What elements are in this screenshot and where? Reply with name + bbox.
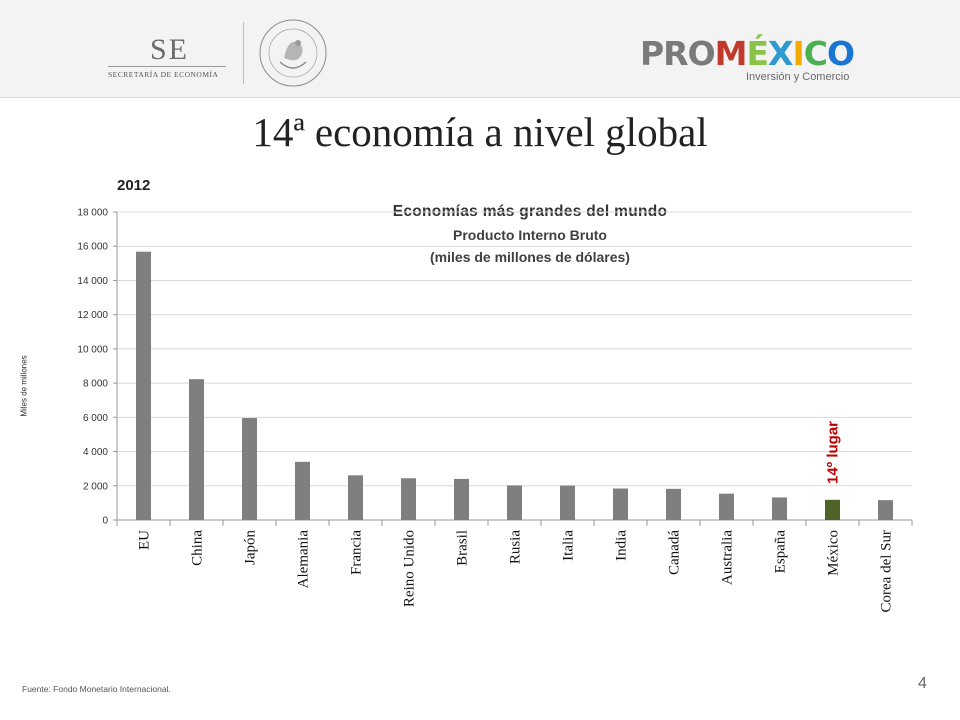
promexico-letter: X bbox=[768, 34, 793, 73]
annotation-label: 14º lugar bbox=[825, 421, 842, 484]
promexico-letter: I bbox=[792, 34, 805, 73]
y-tick-label: 4 000 bbox=[83, 447, 108, 458]
x-tick-label: Rusia bbox=[508, 530, 524, 565]
source-note: Fuente: Fondo Monetario Internacional. bbox=[22, 684, 171, 694]
y-tick-label: 8 000 bbox=[83, 379, 108, 390]
x-tick-label: Brasil bbox=[455, 530, 471, 566]
y-tick-label: 6 000 bbox=[83, 413, 108, 424]
header-band: SE SECRETARÍA DE ECONOMÍA PROMÉXICO Inve… bbox=[0, 0, 960, 98]
x-tick-label: India bbox=[614, 530, 630, 561]
bar bbox=[560, 485, 575, 520]
x-tick-label: Italia bbox=[561, 530, 577, 561]
chart-subtitle-2: (miles de millones de dólares) bbox=[430, 249, 630, 265]
se-logo-text: SE bbox=[150, 33, 190, 66]
bar bbox=[666, 488, 681, 520]
y-tick-label: 14 000 bbox=[77, 276, 108, 287]
bar bbox=[878, 500, 893, 520]
page-number: 4 bbox=[918, 675, 927, 692]
bar bbox=[772, 497, 787, 520]
se-logo-rule bbox=[108, 66, 226, 67]
y-tick-label: 0 bbox=[102, 516, 108, 527]
bar bbox=[242, 418, 257, 520]
chart-subtitle-1: Producto Interno Bruto bbox=[453, 227, 607, 243]
promexico-tagline: Inversión y Comercio bbox=[746, 71, 850, 83]
page-title: 14ª economía a nivel global bbox=[252, 109, 708, 155]
x-tick-label: México bbox=[826, 530, 842, 576]
x-tick-label: China bbox=[190, 530, 206, 566]
promexico-letter: C bbox=[803, 34, 828, 73]
x-tick-label: Canadá bbox=[667, 530, 683, 575]
bar bbox=[189, 379, 204, 520]
promexico-pro-text: PRO bbox=[640, 34, 716, 73]
bar bbox=[295, 461, 310, 520]
bar bbox=[454, 478, 469, 520]
promexico-mexico-text: MÉXICO bbox=[714, 34, 855, 73]
se-logo-subtitle: SECRETARÍA DE ECONOMÍA bbox=[108, 70, 219, 79]
y-tick-label: 2 000 bbox=[83, 481, 108, 492]
promexico-letter: O bbox=[827, 34, 855, 73]
bar bbox=[613, 488, 628, 520]
year-label: 2012 bbox=[117, 177, 151, 194]
promexico-logo: PROMÉXICO bbox=[640, 34, 855, 73]
bar bbox=[401, 478, 416, 520]
x-tick-label: España bbox=[773, 530, 789, 574]
header-divider bbox=[243, 22, 244, 84]
x-tick-label: Japón bbox=[243, 530, 259, 565]
y-tick-label: 16 000 bbox=[77, 242, 108, 253]
x-tick-label: Reino Unido bbox=[402, 530, 418, 607]
x-tick-label: Australia bbox=[720, 530, 736, 585]
national-seal-icon bbox=[259, 19, 327, 87]
y-tick-label: 18 000 bbox=[77, 208, 108, 219]
bar bbox=[348, 475, 363, 520]
x-tick-label: Alemania bbox=[296, 530, 312, 589]
promexico-letter: M bbox=[714, 34, 748, 73]
bar-highlight bbox=[825, 499, 840, 520]
bar bbox=[136, 251, 151, 520]
bar bbox=[719, 493, 734, 520]
x-tick-label: Corea del Sur bbox=[879, 530, 895, 612]
x-tick-label: Francia bbox=[349, 530, 365, 575]
y-tick-label: 10 000 bbox=[77, 344, 108, 355]
bar bbox=[507, 485, 522, 520]
promexico-letter: É bbox=[746, 34, 770, 73]
x-tick-label: EU bbox=[137, 530, 153, 550]
y-tick-label: 12 000 bbox=[77, 310, 108, 321]
